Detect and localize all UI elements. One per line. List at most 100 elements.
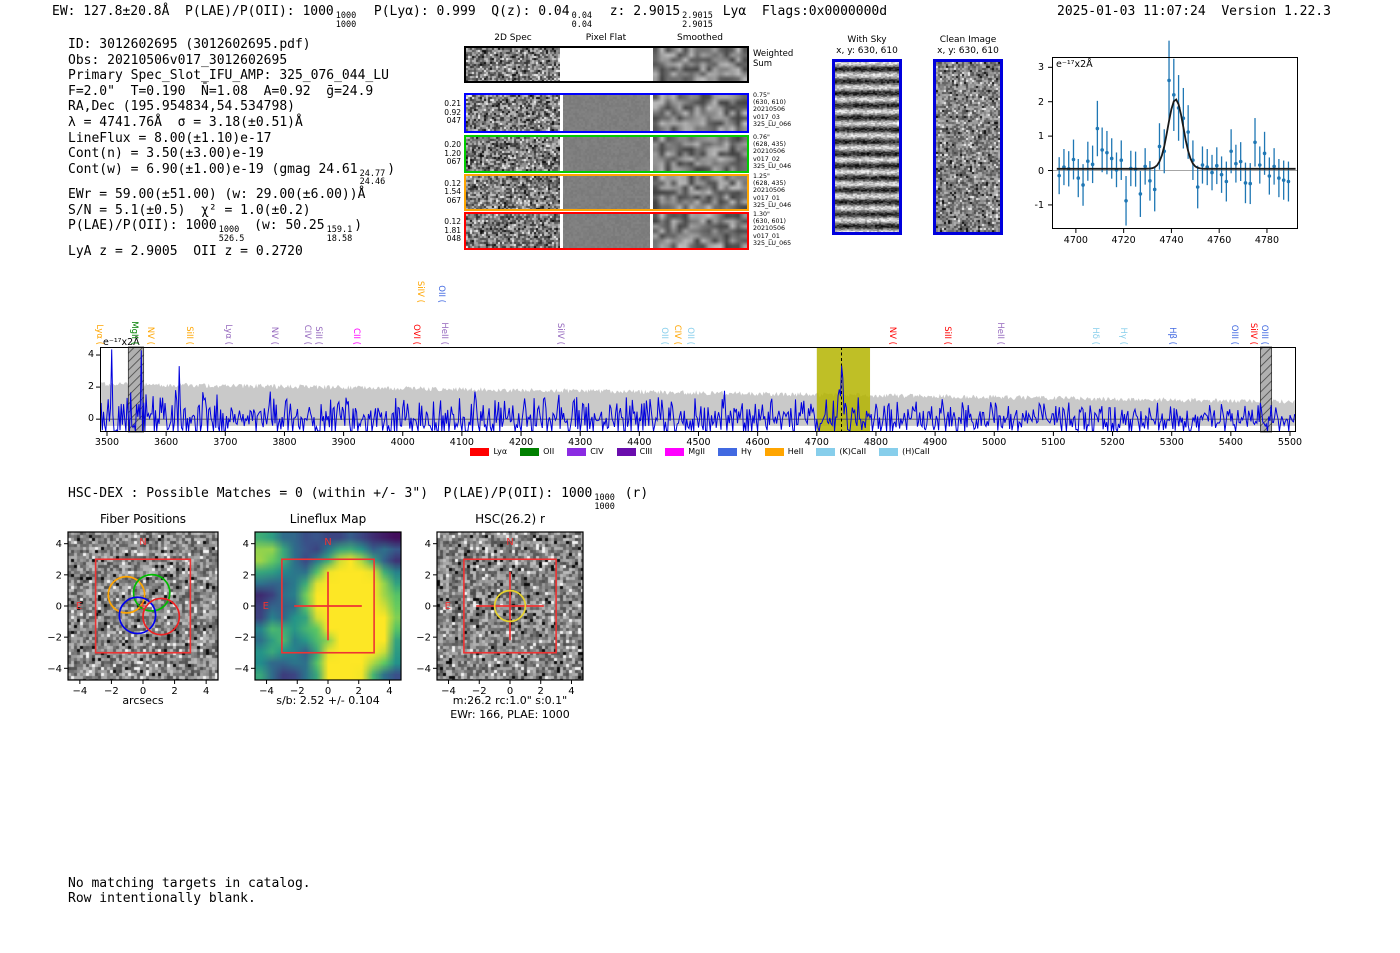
spectral-line-label: SiII ( [942,326,953,345]
svg-text:4: 4 [425,539,431,550]
cutout-right-label-line: v017_02 [753,155,780,163]
text-segment: F=2.0" T=0.190 N̄=1.08 A=0.92 ḡ=24.9 [68,83,374,99]
clean-image-panel [933,59,1003,235]
fraction-bottom: 0.04 [571,19,593,30]
spectrum-x-tick-label: 4700 [804,437,829,448]
spectral-line-label: Lyα ( [94,324,104,345]
cutout-pixelflat-empty [563,48,650,81]
fraction-bottom: 1000 [335,19,357,30]
svg-text:0: 0 [243,602,249,613]
fraction-top: 1000 [335,11,357,21]
legend-label: (H)CaII [902,447,930,456]
cutout-right-label-line: (630, 601) [753,218,786,226]
text-segment: z: 2.9015 [594,4,681,19]
svg-text:−4: −4 [72,686,87,697]
cutout-row-right-labels: 0.76" (628, 435) 20210506 v017_02 325_LU_046 [753,134,813,170]
spectral-line-label: HeII ( [438,322,449,345]
cutout-2dspec-image [466,95,560,131]
footer-line-1: No matching targets in catalog. [68,876,311,891]
cutout-smoothed-image [653,176,747,209]
inset-x-tick-label: 4720 [1111,235,1136,246]
svg-text:N: N [324,537,331,548]
stacked-fraction: 1000 526.5 [219,226,245,243]
legend-swatch [470,447,490,456]
svg-text:4: 4 [568,686,574,697]
spectrum-x-tick-label: 4200 [508,437,534,448]
spectral-line-label: OII ( [435,285,446,303]
cutout-left-label-line: 0.12 [444,178,461,188]
cutout-row-left-labels: 0.12 1.81 048 [441,217,461,244]
spectrum-y-tick-label: 0 [87,413,94,425]
cutout-right-label-line: 325_LU_046 [753,162,792,170]
legend-label: HeII [787,447,804,456]
cutout-col-header-2dspec: 2D Spec [494,33,532,43]
cutout-right-label-line: (630, 610) [753,99,786,107]
inset-x-tick-label: 4760 [1207,235,1232,246]
fraction-bottom: 526.5 [218,233,245,244]
svg-text:2: 2 [56,570,62,581]
detection-info-block: ID: 3012602695 (3012602695.pdf) Obs: 2021… [68,37,395,259]
legend-label: OII [543,447,555,456]
spectral-line-label: SiII ( [312,326,323,345]
text-segment: ) [387,161,396,177]
inset-x-tick-label: 4740 [1159,235,1184,246]
cutout-left-label-line: 0.21 [444,99,461,108]
inset-y-tick-label: 1 [1037,131,1044,143]
fraction-top: 159.1 [326,225,353,236]
svg-text:2: 2 [538,686,544,697]
cutout-smoothed-image [653,95,747,131]
cutout-2dspec-image [466,137,560,171]
spectral-line-label: OIII ( [1229,324,1240,345]
cutout-left-label-line: 067 [446,157,461,167]
spectrum-x-tick-label: 3600 [154,437,179,448]
cutout-left-label-line: 1.20 [444,148,461,158]
cutout-left-label-line: 047 [446,116,461,126]
spectral-line-label: SiII ( [183,326,194,345]
spectral-line-label: CIV ( [671,324,682,345]
map-axes-svg: −4 −4 −2 −2 0 0 2 2 4 4 N E [47,531,219,697]
cutout-2dspec-image [466,214,560,248]
text-segment: (r) [616,486,649,501]
legend-swatch [520,447,540,456]
cutout-left-label-line: 0.12 [444,217,461,226]
spectrum-x-tick-label: 4900 [923,437,948,448]
text-segment: HSC-DEX : Possible Matches = 0 (within +… [68,486,593,501]
cutout-right-label-line: (628, 435) [753,180,786,188]
inset-plot-svg [1048,40,1298,233]
text-segment: RA,Dec (195.954834,54.534798) [68,99,295,115]
cutout-right-label-line: 325_LU_066 [753,120,792,128]
inset-x-tick-label: 4780 [1254,235,1280,246]
cutout-row [464,93,749,133]
spectrum-y-tick-label: 4 [87,349,94,361]
spectrum-x-tick-label: 3700 [213,437,238,448]
svg-text:2: 2 [243,570,249,581]
legend-swatch [665,447,685,456]
legend-swatch [567,447,587,456]
spectral-line-label: Hγ ( [1117,327,1128,345]
cutout-row-right-labels: 1.30" (630, 601) 20210506 v017_01 325_LU_065 [753,211,813,247]
text-segment: P(LAE)/P(OII): 1000 [68,218,217,234]
hsc-xlabel-2: EWr: 166, PLAE: 1000 [450,708,570,721]
cutout-2dspec-image [466,48,560,81]
fraction-top: 2.9015 [682,11,713,21]
legend-label: MgII [688,447,705,456]
cutout-pixelflat-image [563,176,650,209]
legend-item: HeII [764,447,804,456]
spectral-line-label: OVI ( [411,324,422,345]
text-segment: Cont(n) = 3.50(±3.00)e-19 [68,146,264,162]
info-line: ID: 3012602695 (3012602695.pdf) [68,37,395,53]
inset-y-tick-label: 2 [1037,96,1044,108]
legend-label: CIII [639,447,653,456]
lineflux-map-title: Lineflux Map [289,512,367,526]
fraction-top: 24.77 [359,168,386,179]
legend-item: MgII [665,447,705,456]
cutout-right-label-line: 1.25" [753,173,770,180]
hsc-dex-matches-line: HSC-DEX : Possible Matches = 0 (within +… [68,486,648,511]
fraction-bottom: 1000 [594,501,615,512]
legend-item: (H)CaII [879,447,930,456]
spectrum-x-tick-label: 4400 [627,437,652,448]
cutout-right-label-line: v017_01 [753,232,780,240]
legend-label: Lyα [493,447,508,456]
cutout-right-label-line: 0.75" [753,92,770,99]
cutout-pixelflat-image [563,137,650,171]
